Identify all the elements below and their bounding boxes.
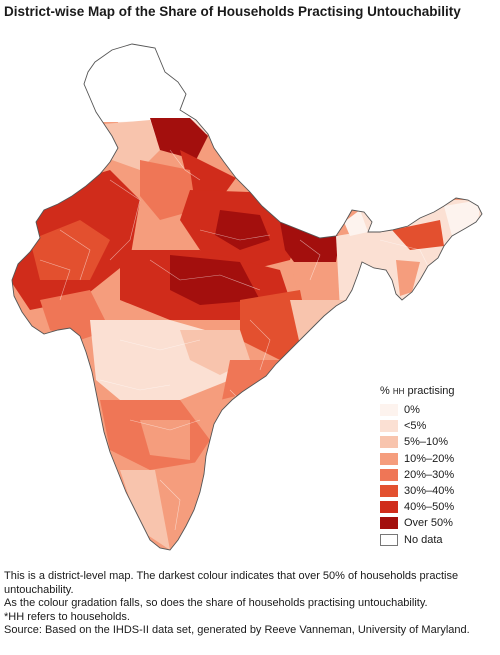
legend-item-7: Over 50%	[380, 515, 498, 531]
legend-heading-suffix: practising	[404, 385, 455, 397]
legend-item-5: 30%–40%	[380, 483, 498, 499]
legend-swatch	[380, 420, 398, 433]
legend-heading-prefix: %	[380, 385, 393, 397]
map-title: District-wise Map of the Share of Househ…	[4, 4, 461, 19]
caption-line-3: *HH refers to households.	[4, 610, 130, 623]
region-uttarakhand	[180, 150, 236, 200]
legend-item-3: 10%–20%	[380, 451, 498, 467]
legend-label: 10%–20%	[404, 452, 455, 465]
legend-swatch	[380, 501, 398, 514]
region-mp-core	[170, 255, 260, 305]
legend-item-1: <5%	[380, 418, 498, 434]
region-telangana	[220, 360, 290, 420]
region-himachal	[150, 118, 208, 160]
legend-label: 5%–10%	[404, 436, 449, 449]
india-district-map	[0, 40, 500, 568]
legend-label: 30%–40%	[404, 485, 455, 498]
map-legend: % HH practising 0% <5% 5%–10% 10%–20% 20…	[380, 385, 498, 548]
region-haryana	[140, 160, 196, 220]
legend-label: 40%–50%	[404, 501, 455, 514]
region-tripura-mizoram	[396, 260, 420, 296]
legend-item-0: 0%	[380, 402, 498, 418]
legend-heading-hh: HH	[392, 387, 405, 396]
region-rajasthan-central	[30, 220, 110, 280]
region-sikkim	[344, 210, 368, 236]
legend-label: 0%	[404, 404, 420, 417]
legend-label: 20%–30%	[404, 468, 455, 481]
region-jharkhand	[290, 262, 346, 300]
legend-item-2: 5%–10%	[380, 434, 498, 450]
legend-item-6: 40%–50%	[380, 499, 498, 515]
legend-swatch	[380, 436, 398, 449]
legend-swatch	[380, 533, 398, 546]
region-up-core	[215, 210, 270, 250]
caption-line-2: As the colour gradation falls, so does t…	[4, 597, 428, 610]
region-karnataka-central	[140, 420, 190, 460]
legend-swatch	[380, 517, 398, 530]
legend-heading: % HH practising	[380, 385, 498, 398]
caption-line-4: Source: Based on the IHDS-II data set, g…	[4, 624, 470, 637]
legend-item-8: No data	[380, 532, 498, 548]
region-kerala	[120, 470, 170, 550]
legend-swatch	[380, 404, 398, 417]
legend-item-4: 20%–30%	[380, 467, 498, 483]
legend-label: Over 50%	[404, 517, 453, 530]
map-caption: This is a district-level map. The darkes…	[4, 570, 498, 638]
legend-swatch	[380, 485, 398, 498]
legend-label: <5%	[404, 420, 427, 433]
legend-swatch	[380, 452, 398, 465]
legend-label: No data	[404, 533, 443, 546]
region-assam	[392, 220, 444, 250]
district-color-regions	[12, 44, 482, 550]
region-punjab	[104, 120, 160, 170]
caption-line-1: This is a district-level map. The darkes…	[4, 570, 459, 596]
region-kashmir-nodata	[12, 44, 482, 122]
legend-swatch	[380, 468, 398, 481]
